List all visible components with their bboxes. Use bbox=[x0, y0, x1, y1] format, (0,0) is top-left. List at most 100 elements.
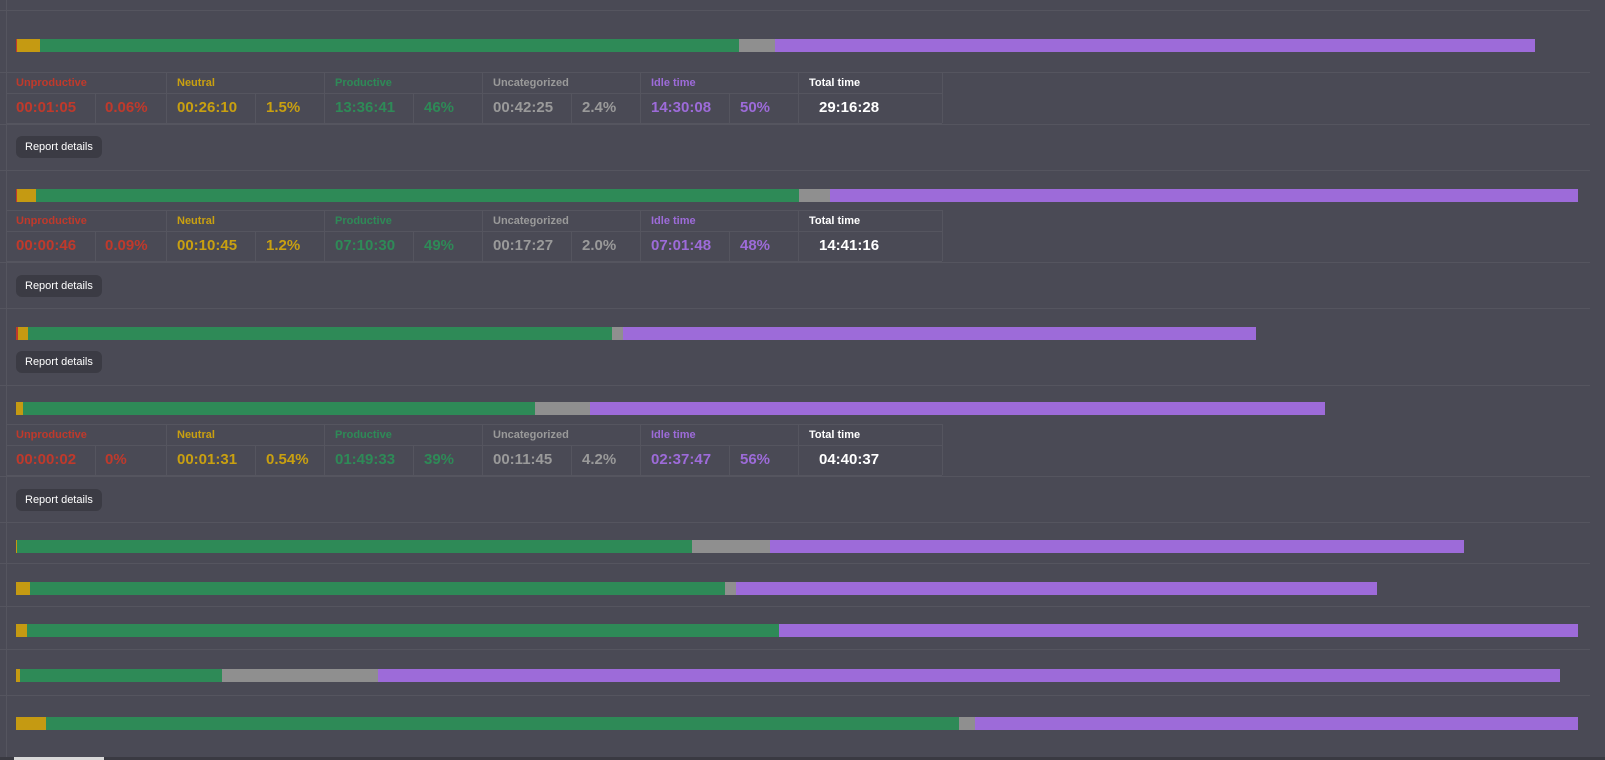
divider bbox=[0, 124, 1590, 125]
uncategorized-time: 00:11:45 bbox=[493, 451, 553, 468]
neutral-percent: 0.54% bbox=[266, 451, 309, 468]
idle-segment[interactable] bbox=[775, 39, 1535, 52]
idle-segment[interactable] bbox=[830, 189, 1578, 202]
neutral-segment[interactable] bbox=[16, 402, 24, 415]
bar-row bbox=[0, 10, 1590, 73]
uncategorized-percent: 4.2% bbox=[582, 451, 617, 468]
productivity-bar[interactable] bbox=[16, 717, 1578, 730]
uncategorized-segment[interactable] bbox=[534, 402, 591, 415]
productive-segment[interactable] bbox=[17, 540, 692, 553]
neutral-segment[interactable] bbox=[16, 717, 46, 730]
productivity-bar[interactable] bbox=[16, 624, 1578, 637]
idle-label: Idle time bbox=[651, 77, 696, 89]
report-details-button[interactable]: Report details bbox=[16, 275, 102, 297]
idle-percent: 48% bbox=[740, 237, 771, 254]
idle-segment[interactable] bbox=[377, 669, 1560, 682]
productive-label: Productive bbox=[335, 429, 392, 441]
idle-label: Idle time bbox=[651, 215, 696, 227]
idle-percent: 50% bbox=[740, 99, 771, 116]
productive-label: Productive bbox=[335, 77, 392, 89]
stat-neutral: Neutral 00:10:45 1.2% bbox=[167, 210, 325, 262]
productive-segment[interactable] bbox=[26, 624, 779, 637]
stat-neutral: Neutral 00:01:31 0.54% bbox=[167, 424, 325, 476]
stat-uncategorized: Uncategorized 00:11:45 4.2% bbox=[483, 424, 641, 476]
productivity-bar[interactable] bbox=[16, 402, 1325, 415]
neutral-percent: 1.2% bbox=[266, 237, 301, 254]
neutral-segment[interactable] bbox=[16, 669, 20, 682]
stat-productive: Productive 07:10:30 49% bbox=[325, 210, 483, 262]
bottom-scroll-track bbox=[0, 757, 1605, 760]
stat-productive: Productive 01:49:33 39% bbox=[325, 424, 483, 476]
unproductive-segment[interactable] bbox=[16, 39, 17, 52]
idle-time: 14:30:08 bbox=[651, 99, 712, 116]
report-details-button[interactable]: Report details bbox=[16, 489, 102, 511]
stat-idle: Idle time 07:01:48 48% bbox=[641, 210, 799, 262]
neutral-segment[interactable] bbox=[16, 624, 27, 637]
productive-segment[interactable] bbox=[39, 39, 739, 52]
productive-segment[interactable] bbox=[19, 669, 223, 682]
stat-total: Total time 29:16:28 bbox=[799, 72, 943, 124]
uncategorized-percent: 2.4% bbox=[582, 99, 617, 116]
divider bbox=[0, 308, 1590, 309]
stat-neutral: Neutral 00:26:10 1.5% bbox=[167, 72, 325, 124]
idle-percent: 56% bbox=[740, 451, 771, 468]
total-label: Total time bbox=[809, 215, 861, 227]
neutral-segment[interactable] bbox=[16, 39, 40, 52]
uncategorized-segment[interactable] bbox=[959, 717, 976, 730]
idle-label: Idle time bbox=[651, 429, 696, 441]
productive-segment[interactable] bbox=[45, 717, 960, 730]
productive-segment[interactable] bbox=[29, 582, 726, 595]
productivity-bar[interactable] bbox=[16, 189, 1578, 202]
uncategorized-segment[interactable] bbox=[222, 669, 378, 682]
divider bbox=[0, 476, 1590, 477]
uncategorized-segment[interactable] bbox=[611, 327, 623, 340]
uncategorized-segment[interactable] bbox=[799, 189, 831, 202]
neutral-segment[interactable] bbox=[18, 327, 29, 340]
unproductive-percent: 0.06% bbox=[105, 99, 148, 116]
neutral-label: Neutral bbox=[177, 77, 215, 89]
unproductive-segment[interactable] bbox=[16, 327, 19, 340]
productive-segment[interactable] bbox=[23, 402, 535, 415]
productivity-bar[interactable] bbox=[16, 327, 1256, 340]
idle-time: 02:37:47 bbox=[651, 451, 712, 468]
neutral-time: 00:01:31 bbox=[177, 451, 238, 468]
idle-segment[interactable] bbox=[975, 717, 1578, 730]
productivity-bar[interactable] bbox=[16, 582, 1377, 595]
uncategorized-label: Uncategorized bbox=[493, 215, 569, 227]
idle-segment[interactable] bbox=[769, 540, 1464, 553]
uncategorized-label: Uncategorized bbox=[493, 429, 569, 441]
idle-segment[interactable] bbox=[622, 327, 1256, 340]
uncategorized-segment[interactable] bbox=[691, 540, 770, 553]
left-border bbox=[6, 0, 7, 760]
unproductive-segment[interactable] bbox=[16, 189, 18, 202]
productive-segment[interactable] bbox=[28, 327, 612, 340]
stat-total: Total time 14:41:16 bbox=[799, 210, 943, 262]
report-details-button[interactable]: Report details bbox=[16, 136, 102, 158]
unproductive-percent: 0% bbox=[105, 451, 127, 468]
total-label: Total time bbox=[809, 77, 861, 89]
bottom-scroll-thumb[interactable] bbox=[14, 757, 104, 760]
unproductive-time: 00:01:05 bbox=[16, 99, 77, 116]
productive-time: 13:36:41 bbox=[335, 99, 396, 116]
idle-segment[interactable] bbox=[590, 402, 1325, 415]
idle-segment[interactable] bbox=[736, 582, 1377, 595]
stat-unproductive: Unproductive 00:00:46 0.09% bbox=[6, 210, 166, 262]
productivity-bar[interactable] bbox=[16, 540, 1464, 553]
productivity-bar[interactable] bbox=[16, 669, 1560, 682]
productive-segment[interactable] bbox=[36, 189, 800, 202]
neutral-segment[interactable] bbox=[16, 540, 18, 553]
stat-unproductive: Unproductive 00:00:02 0% bbox=[6, 424, 166, 476]
productivity-bar[interactable] bbox=[16, 39, 1535, 52]
productive-time: 01:49:33 bbox=[335, 451, 396, 468]
uncategorized-segment[interactable] bbox=[738, 39, 776, 52]
neutral-segment[interactable] bbox=[17, 189, 37, 202]
stat-total: Total time 04:40:37 bbox=[799, 424, 943, 476]
neutral-time: 00:26:10 bbox=[177, 99, 238, 116]
idle-segment[interactable] bbox=[778, 624, 1578, 637]
report-details-button[interactable]: Report details bbox=[16, 351, 102, 373]
neutral-segment[interactable] bbox=[16, 582, 30, 595]
neutral-label: Neutral bbox=[177, 215, 215, 227]
uncategorized-segment[interactable] bbox=[725, 582, 737, 595]
idle-time: 07:01:48 bbox=[651, 237, 712, 254]
total-time: 04:40:37 bbox=[819, 451, 880, 468]
